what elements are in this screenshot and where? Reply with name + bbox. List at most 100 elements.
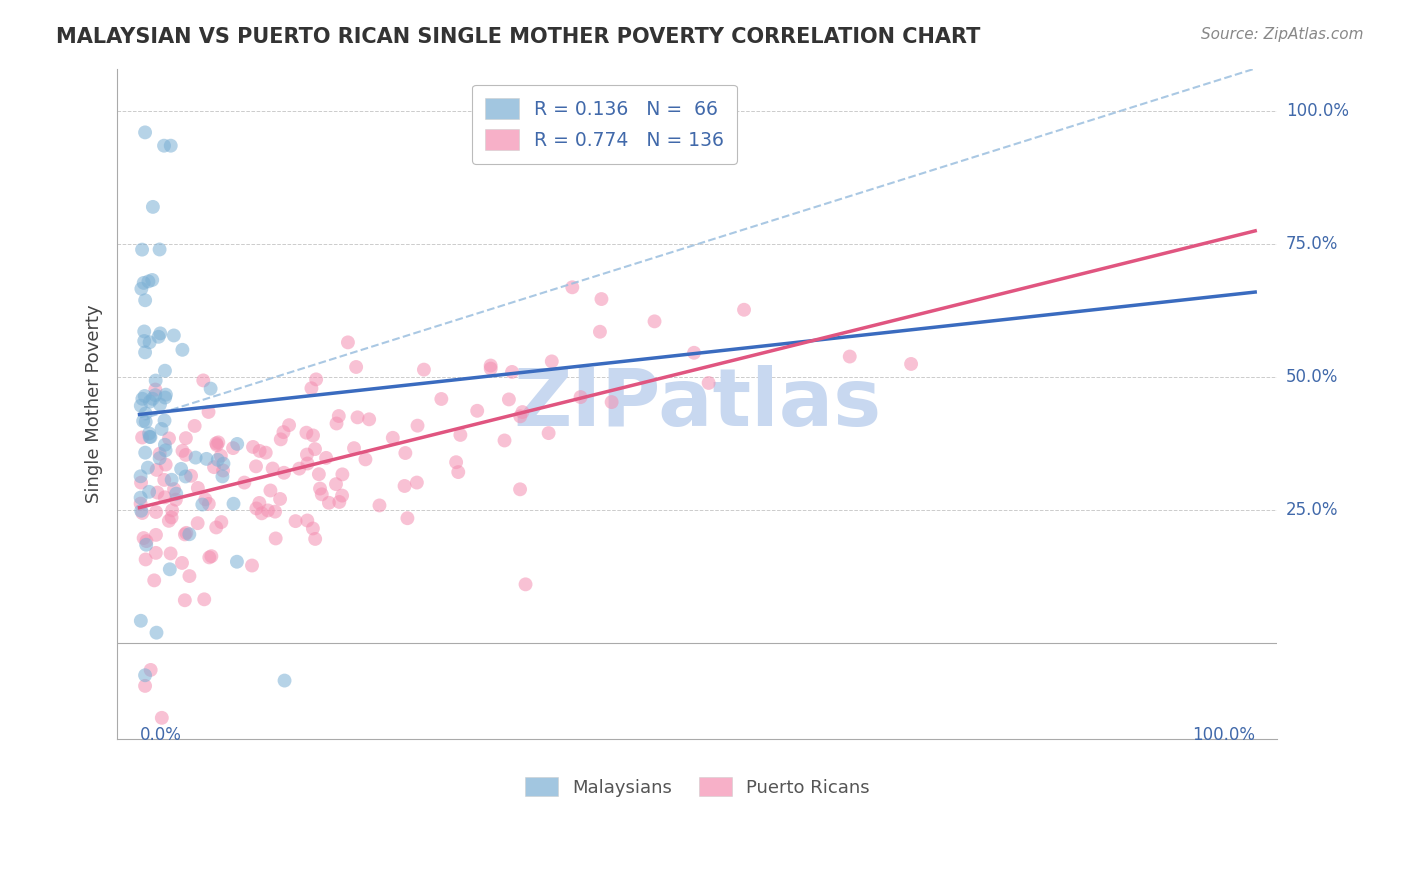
Malaysians bbox=[138, 426, 160, 441]
Puerto Ricans bbox=[343, 441, 366, 455]
Puerto Ricans bbox=[193, 592, 215, 607]
Malaysians bbox=[129, 399, 152, 413]
Puerto Ricans bbox=[515, 577, 537, 591]
Puerto Ricans bbox=[187, 481, 209, 495]
Puerto Ricans bbox=[197, 405, 219, 419]
Malaysians bbox=[129, 491, 152, 505]
Puerto Ricans bbox=[332, 467, 354, 482]
Puerto Ricans bbox=[135, 552, 157, 566]
Malaysians bbox=[134, 389, 156, 403]
Puerto Ricans bbox=[135, 534, 157, 549]
Malaysians bbox=[155, 387, 177, 401]
Malaysians bbox=[153, 364, 176, 378]
Puerto Ricans bbox=[145, 546, 167, 560]
Malaysians bbox=[135, 538, 157, 552]
Puerto Ricans bbox=[406, 418, 429, 433]
Puerto Ricans bbox=[683, 345, 706, 359]
Puerto Ricans bbox=[155, 458, 177, 472]
Puerto Ricans bbox=[259, 483, 281, 498]
Puerto Ricans bbox=[697, 376, 720, 390]
Malaysians bbox=[145, 625, 167, 640]
Puerto Ricans bbox=[368, 499, 391, 513]
Puerto Ricans bbox=[207, 435, 229, 450]
Puerto Ricans bbox=[150, 711, 173, 725]
Puerto Ricans bbox=[537, 426, 560, 441]
Malaysians bbox=[145, 374, 167, 388]
Malaysians bbox=[132, 276, 155, 290]
Malaysians bbox=[172, 343, 194, 357]
Malaysians bbox=[149, 451, 172, 466]
Puerto Ricans bbox=[336, 335, 359, 350]
Puerto Ricans bbox=[396, 511, 419, 525]
Puerto Ricans bbox=[249, 444, 271, 458]
Malaysians bbox=[135, 415, 157, 429]
Malaysians bbox=[131, 282, 153, 296]
Puerto Ricans bbox=[174, 527, 197, 541]
Puerto Ricans bbox=[183, 418, 205, 433]
Puerto Ricans bbox=[172, 443, 194, 458]
Legend: Malaysians, Puerto Ricans: Malaysians, Puerto Ricans bbox=[517, 770, 877, 804]
Malaysians bbox=[163, 328, 186, 343]
Puerto Ricans bbox=[405, 475, 427, 490]
Puerto Ricans bbox=[205, 438, 228, 452]
Puerto Ricans bbox=[644, 314, 666, 328]
Puerto Ricans bbox=[131, 430, 153, 444]
Malaysians bbox=[226, 437, 249, 451]
Puerto Ricans bbox=[264, 505, 287, 519]
Puerto Ricans bbox=[174, 448, 197, 462]
Malaysians bbox=[153, 138, 176, 153]
Puerto Ricans bbox=[413, 362, 436, 376]
Text: 75.0%: 75.0% bbox=[1286, 235, 1339, 253]
Malaysians bbox=[153, 413, 176, 427]
Puerto Ricans bbox=[153, 491, 176, 505]
Puerto Ricans bbox=[174, 431, 197, 445]
Puerto Ricans bbox=[159, 546, 181, 560]
Puerto Ricans bbox=[163, 482, 186, 496]
Puerto Ricans bbox=[165, 492, 187, 507]
Malaysians bbox=[134, 345, 156, 359]
Malaysians bbox=[184, 450, 207, 465]
Text: Source: ZipAtlas.com: Source: ZipAtlas.com bbox=[1201, 27, 1364, 42]
Malaysians bbox=[129, 504, 152, 518]
Malaysians bbox=[134, 293, 156, 308]
Puerto Ricans bbox=[212, 463, 235, 477]
Puerto Ricans bbox=[330, 489, 353, 503]
Puerto Ricans bbox=[381, 431, 404, 445]
Puerto Ricans bbox=[498, 392, 520, 407]
Puerto Ricans bbox=[180, 468, 202, 483]
Malaysians bbox=[159, 138, 181, 153]
Puerto Ricans bbox=[569, 390, 592, 404]
Puerto Ricans bbox=[305, 372, 328, 386]
Puerto Ricans bbox=[129, 475, 152, 490]
Malaysians bbox=[134, 668, 156, 682]
Puerto Ricans bbox=[900, 357, 922, 371]
Puerto Ricans bbox=[299, 381, 322, 395]
Puerto Ricans bbox=[278, 418, 301, 433]
Puerto Ricans bbox=[273, 466, 295, 480]
Malaysians bbox=[207, 453, 229, 467]
Puerto Ricans bbox=[328, 495, 350, 509]
Puerto Ricans bbox=[311, 487, 333, 501]
Malaysians bbox=[222, 497, 245, 511]
Malaysians bbox=[179, 527, 201, 541]
Puerto Ricans bbox=[838, 350, 860, 364]
Malaysians bbox=[131, 243, 153, 257]
Malaysians bbox=[149, 397, 172, 411]
Puerto Ricans bbox=[284, 514, 307, 528]
Malaysians bbox=[139, 394, 162, 409]
Puerto Ricans bbox=[297, 514, 319, 528]
Puerto Ricans bbox=[242, 440, 264, 454]
Malaysians bbox=[132, 414, 155, 428]
Puerto Ricans bbox=[245, 459, 267, 474]
Puerto Ricans bbox=[444, 455, 467, 469]
Puerto Ricans bbox=[302, 428, 325, 442]
Puerto Ricans bbox=[179, 569, 201, 583]
Puerto Ricans bbox=[325, 417, 347, 431]
Text: 50.0%: 50.0% bbox=[1286, 368, 1339, 386]
Malaysians bbox=[138, 430, 160, 444]
Puerto Ricans bbox=[295, 425, 318, 440]
Malaysians bbox=[153, 438, 176, 452]
Malaysians bbox=[134, 325, 156, 339]
Puerto Ricans bbox=[295, 448, 318, 462]
Malaysians bbox=[150, 422, 173, 436]
